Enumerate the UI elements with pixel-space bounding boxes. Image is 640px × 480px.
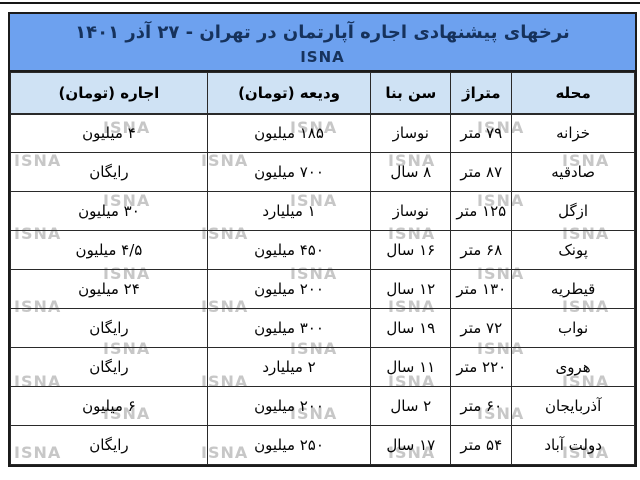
area-cell: ۸۷ متر — [450, 152, 513, 192]
rent-cell: ۴/۵ میلیون — [10, 230, 208, 270]
table-row: دولت آباد ۵۴ متر ۱۷ سال ۲۵۰ میلیون رایگا… — [10, 425, 635, 465]
neighborhood-cell: آذربایجان — [511, 386, 635, 426]
table-row: صادقیه ۸۷ متر ۸ سال ۷۰۰ میلیون رایگان — [10, 152, 635, 192]
table-title: نرخهای پیشنهادی اجاره آپارتمان در تهران … — [75, 22, 570, 43]
deposit-cell: ۷۰۰ میلیون — [206, 152, 372, 192]
table-row: پونک ۶۸ متر ۱۶ سال ۴۵۰ میلیون ۴/۵ میلیون — [10, 230, 635, 270]
rent-cell: رایگان — [10, 308, 208, 348]
col-header-rent: اجاره (تومان) — [10, 72, 208, 115]
rental-rates-card: نرخهای پیشنهادی اجاره آپارتمان در تهران … — [8, 12, 637, 467]
table-title-band: نرخهای پیشنهادی اجاره آپارتمان در تهران … — [10, 14, 635, 72]
neighborhood-cell: قیطریه — [511, 269, 635, 309]
building-age-cell: ۱۲ سال — [370, 269, 452, 309]
neighborhood-cell: نواب — [511, 308, 635, 348]
building-age-cell: ۱۱ سال — [370, 347, 452, 387]
deposit-cell: ۲۰۰ میلیون — [206, 386, 372, 426]
rent-cell: ۲۴ میلیون — [10, 269, 208, 309]
deposit-cell: ۲۵۰ میلیون — [206, 425, 372, 465]
table-row: نواب ۷۲ متر ۱۹ سال ۳۰۰ میلیون رایگان — [10, 308, 635, 348]
table-row: هروی ۲۲۰ متر ۱۱ سال ۲ میلیارد رایگان — [10, 347, 635, 387]
rent-cell: رایگان — [10, 347, 208, 387]
building-age-cell: ۱۷ سال — [370, 425, 452, 465]
area-cell: ۷۲ متر — [450, 308, 513, 348]
area-cell: ۷۹ متر — [450, 113, 513, 153]
area-cell: ۲۲۰ متر — [450, 347, 513, 387]
area-cell: ۶۰ متر — [450, 386, 513, 426]
building-age-cell: نوساز — [370, 191, 452, 231]
neighborhood-cell: هروی — [511, 347, 635, 387]
isna-source-label: ISNA — [300, 48, 345, 66]
rental-rates-table: محله متراژ سن بنا ودیعه (تومان) اجاره (ت… — [10, 72, 635, 465]
table-row: ازگل ۱۲۵ متر نوساز ۱ میلیارد ۳۰ میلیون — [10, 191, 635, 231]
col-header-neighborhood: محله — [511, 72, 635, 115]
building-age-cell: ۱۹ سال — [370, 308, 452, 348]
table-row: خزانه ۷۹ متر نوساز ۱۸۵ میلیون ۴ میلیون — [10, 113, 635, 153]
neighborhood-cell: ازگل — [511, 191, 635, 231]
col-header-building-age: سن بنا — [370, 72, 452, 115]
deposit-cell: ۱ میلیارد — [206, 191, 372, 231]
area-cell: ۵۴ متر — [450, 425, 513, 465]
top-divider-line — [0, 2, 640, 4]
deposit-cell: ۲ میلیارد — [206, 347, 372, 387]
area-cell: ۱۲۵ متر — [450, 191, 513, 231]
deposit-cell: ۳۰۰ میلیون — [206, 308, 372, 348]
rent-cell: ۳۰ میلیون — [10, 191, 208, 231]
building-age-cell: نوساز — [370, 113, 452, 153]
building-age-cell: ۲ سال — [370, 386, 452, 426]
table-row: آذربایجان ۶۰ متر ۲ سال ۲۰۰ میلیون ۶ میلی… — [10, 386, 635, 426]
header-row: محله متراژ سن بنا ودیعه (تومان) اجاره (ت… — [10, 72, 635, 115]
col-header-deposit: ودیعه (تومان) — [206, 72, 372, 115]
neighborhood-cell: صادقیه — [511, 152, 635, 192]
deposit-cell: ۲۰۰ میلیون — [206, 269, 372, 309]
area-cell: ۱۳۰ متر — [450, 269, 513, 309]
table-row: قیطریه ۱۳۰ متر ۱۲ سال ۲۰۰ میلیون ۲۴ میلی… — [10, 269, 635, 309]
deposit-cell: ۴۵۰ میلیون — [206, 230, 372, 270]
deposit-cell: ۱۸۵ میلیون — [206, 113, 372, 153]
rent-cell: رایگان — [10, 152, 208, 192]
neighborhood-cell: خزانه — [511, 113, 635, 153]
rent-cell: ۴ میلیون — [10, 113, 208, 153]
rent-cell: ۶ میلیون — [10, 386, 208, 426]
building-age-cell: ۱۶ سال — [370, 230, 452, 270]
neighborhood-cell: پونک — [511, 230, 635, 270]
col-header-area: متراژ — [450, 72, 513, 115]
building-age-cell: ۸ سال — [370, 152, 452, 192]
neighborhood-cell: دولت آباد — [511, 425, 635, 465]
area-cell: ۶۸ متر — [450, 230, 513, 270]
rent-cell: رایگان — [10, 425, 208, 465]
